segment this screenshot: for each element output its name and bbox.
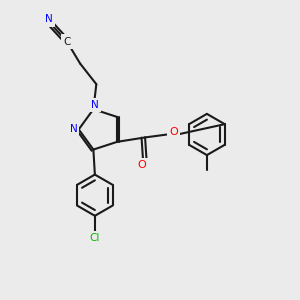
Text: O: O bbox=[169, 127, 178, 137]
Text: O: O bbox=[138, 160, 146, 170]
Text: Cl: Cl bbox=[90, 232, 100, 243]
Text: N: N bbox=[45, 14, 53, 24]
Text: C: C bbox=[63, 37, 70, 46]
Text: N: N bbox=[70, 124, 77, 134]
Text: N: N bbox=[91, 100, 99, 110]
